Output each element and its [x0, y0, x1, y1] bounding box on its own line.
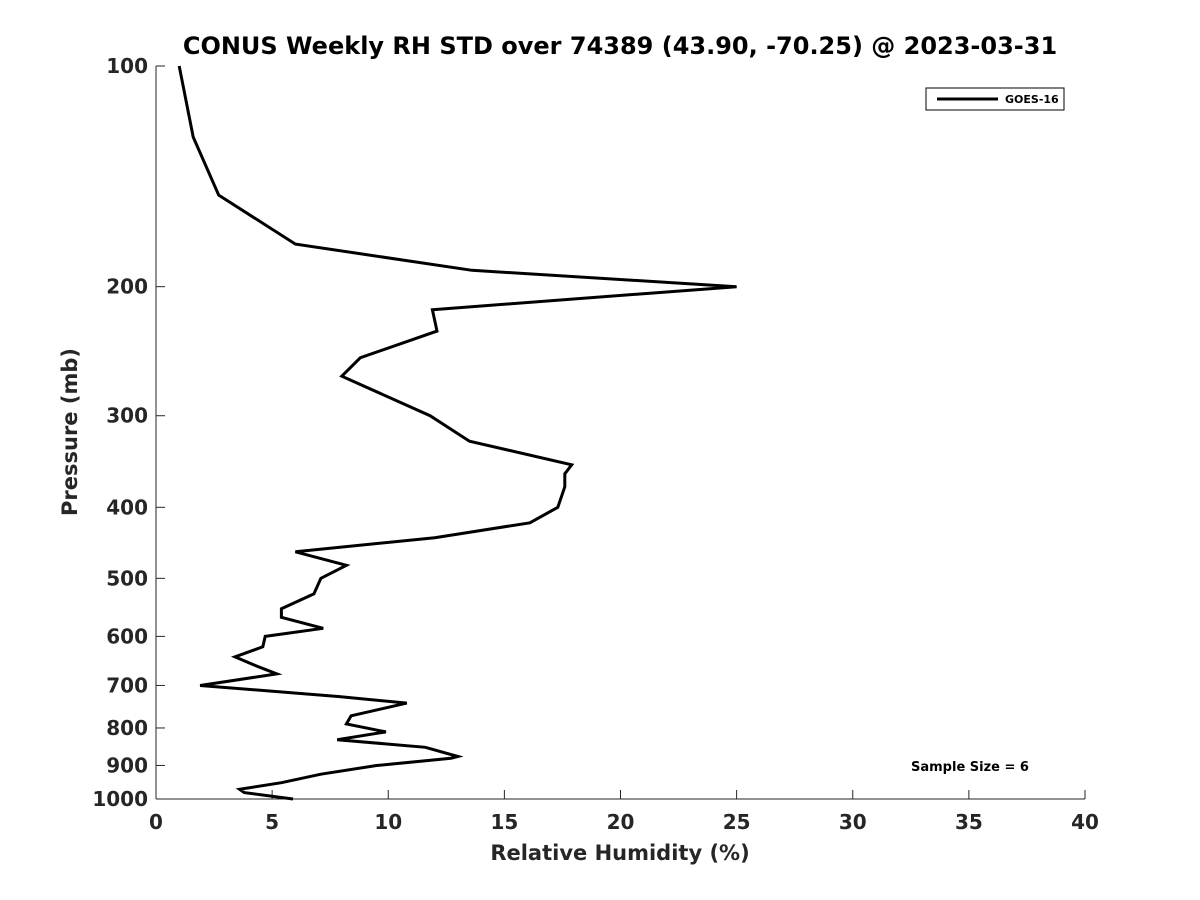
y-axis: 100 200 300 400 500 600 700 800 900 1000	[92, 54, 165, 811]
y-tick-label: 500	[106, 566, 148, 590]
y-axis-label: Pressure (mb)	[58, 348, 82, 516]
x-tick-label: 5	[265, 810, 279, 834]
x-tick-label: 20	[607, 810, 635, 834]
y-tick-label: 600	[106, 624, 148, 648]
chart-title: CONUS Weekly RH STD over 74389 (43.90, -…	[183, 32, 1057, 60]
sample-size-annotation: Sample Size = 6	[911, 760, 1029, 775]
x-axis-label: Relative Humidity (%)	[490, 841, 749, 865]
x-tick-label: 0	[149, 810, 163, 834]
y-tick-label: 400	[106, 495, 148, 519]
series-line-goes-16	[177, 65, 737, 801]
x-tick-label: 15	[490, 810, 518, 834]
x-tick-label: 30	[839, 810, 867, 834]
y-tick-label: 100	[106, 54, 148, 78]
x-tick-label: 40	[1071, 810, 1099, 834]
legend-entry-goes16: GOES-16	[1005, 93, 1059, 106]
x-axis: 0 5 10 15 20 25 30 35 40	[149, 790, 1099, 834]
x-tick-label: 10	[374, 810, 402, 834]
legend: GOES-16	[925, 87, 1065, 111]
plot-area	[155, 66, 1085, 800]
y-tick-label: 300	[106, 404, 148, 428]
y-tick-label: 1000	[92, 787, 148, 811]
series-layer	[177, 65, 737, 801]
x-tick-label: 25	[723, 810, 751, 834]
y-tick-label: 200	[106, 275, 148, 299]
x-tick-label: 35	[955, 810, 983, 834]
y-tick-label: 900	[106, 753, 148, 777]
y-tick-label: 700	[106, 673, 148, 697]
y-tick-label: 800	[106, 716, 148, 740]
